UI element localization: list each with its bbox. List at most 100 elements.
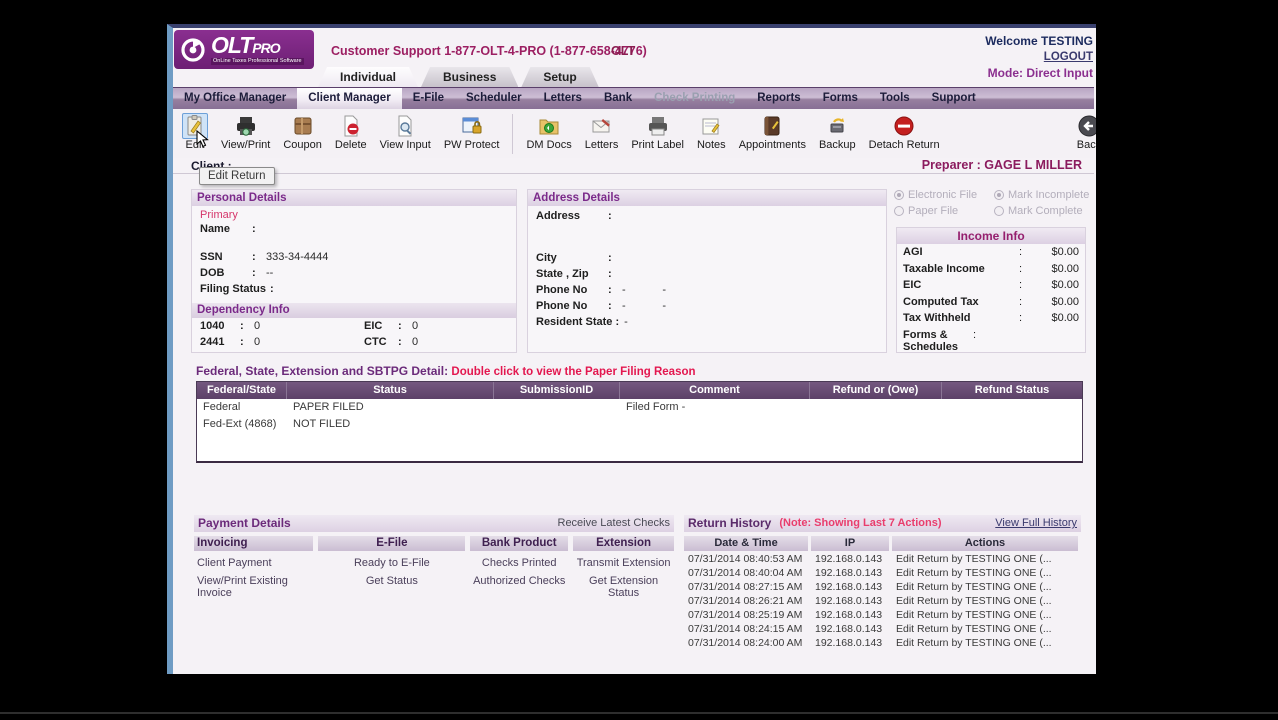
history-row[interactable]: 07/31/2014 08:40:53 AM 192.168.0.143 Edit … <box>688 553 1052 565</box>
radio-icon <box>994 190 1004 200</box>
radio-electronic-file: Electronic File <box>894 189 990 201</box>
radio-paper-file: Paper File <box>894 205 990 217</box>
print-label-icon <box>645 113 671 139</box>
toolbar-separator <box>512 114 514 154</box>
get-status-link[interactable]: Get Status <box>365 575 418 587</box>
detach-return-button[interactable]: Detach Return <box>869 113 940 151</box>
return-history-header: Return History (Note: Showing Last 7 Act… <box>684 515 1081 532</box>
toolbar-label: Letters <box>584 139 619 151</box>
tab-setup[interactable]: Setup <box>521 67 598 87</box>
personal-details-header: Personal Details <box>192 190 516 206</box>
password-lock-icon <box>459 113 485 139</box>
history-row[interactable]: 07/31/2014 08:40:04 AM 192.168.0.143 Edit … <box>688 567 1052 579</box>
return-history-note: (Note: Showing Last 7 Actions) <box>779 517 942 529</box>
notes-button[interactable]: Notes <box>697 113 726 151</box>
menu-support[interactable]: Support <box>931 92 976 104</box>
radio-icon <box>994 206 1004 216</box>
back-icon <box>1076 113 1096 139</box>
preparer-text: Preparer : GAGE L MILLER <box>921 158 1082 172</box>
history-row[interactable]: 07/31/2014 08:24:00 AM 192.168.0.143 Edit … <box>688 637 1052 649</box>
view-full-history-link[interactable]: View Full History <box>995 517 1077 529</box>
history-row[interactable]: 07/31/2014 08:26:21 AM 192.168.0.143 Edit … <box>688 595 1052 607</box>
view-input-icon <box>392 113 418 139</box>
detach-return-icon <box>891 113 917 139</box>
menu-client-manager[interactable]: Client Manager <box>297 88 402 109</box>
transmit-extension-link[interactable]: Transmit Extension <box>576 557 671 569</box>
radio-mark-incomplete: Mark Incomplete <box>994 189 1090 201</box>
authorized-checks-link[interactable]: Authorized Checks <box>473 575 566 587</box>
menu-tools[interactable]: Tools <box>879 92 910 104</box>
resident-state-row: Resident State :- <box>536 316 628 328</box>
view-input-button[interactable]: View Input <box>380 113 431 151</box>
menu-my-office-manager[interactable]: My Office Manager <box>184 92 287 104</box>
receive-latest-checks-link[interactable]: Receive Latest Checks <box>557 517 671 529</box>
appointments-button[interactable]: Appointments <box>739 113 806 151</box>
phone-row: Phone No: - - <box>536 300 666 312</box>
menu-reports[interactable]: Reports <box>757 92 801 104</box>
player-progress-line <box>0 712 1278 714</box>
forms-schedules-row: Forms & Schedules: <box>903 328 977 353</box>
toolbar-label: View Input <box>379 139 431 151</box>
customer-support-text: Customer Support 1-877-OLT-4-PRO (1-877-… <box>331 44 647 58</box>
ready-to-efile-link[interactable]: Ready to E-File <box>353 557 430 569</box>
back-button[interactable]: Back <box>1076 113 1096 151</box>
logout-link[interactable]: LOGOUT <box>1043 51 1093 63</box>
view-print-invoice-link[interactable]: View/Print Existing Invoice <box>197 575 288 599</box>
toolbar-label: DM Docs <box>526 139 572 151</box>
menu-bank[interactable]: Bank <box>603 92 633 104</box>
address-details-panel: Address Details Address: City: State , Z… <box>527 189 887 353</box>
olt-swirl-icon <box>181 37 205 62</box>
toolbar-label: Notes <box>696 139 726 151</box>
menu-letters[interactable]: Letters <box>543 92 582 104</box>
menu-forms[interactable]: Forms <box>822 92 858 104</box>
letters-button[interactable]: Letters <box>584 113 619 151</box>
filing-options: Electronic File Mark Incomplete Paper Fi… <box>894 189 1092 221</box>
address-details-header: Address Details <box>528 190 886 206</box>
tab-individual[interactable]: Individual <box>318 67 418 87</box>
logo-tagline: OnLine Taxes Professional Software <box>211 57 304 66</box>
extension-header: Extension <box>573 536 674 551</box>
agi-row: AGI: $0.00 <box>903 246 1079 259</box>
checks-printed-link[interactable]: Checks Printed <box>481 557 557 569</box>
taxable-income-row: Taxable Income: $0.00 <box>903 262 1079 275</box>
menu-check-printing: Check Printing <box>654 92 736 104</box>
appointments-book-icon <box>759 113 785 139</box>
print-label-button[interactable]: Print Label <box>631 113 684 151</box>
history-row[interactable]: 07/31/2014 08:25:19 AM 192.168.0.143 Edit … <box>688 609 1052 621</box>
mode-text: Mode: Direct Input <box>987 66 1093 80</box>
payment-details-section: Payment Details Receive Latest Checks In… <box>194 515 674 599</box>
table-row[interactable]: Fed-Ext (4868) NOT FILED <box>203 418 351 430</box>
extension-column: Extension Transmit Extension Get Extensi… <box>573 536 674 599</box>
delete-icon <box>338 113 364 139</box>
edit-return-button[interactable]: Edit <box>182 113 208 151</box>
payment-details-header: Payment Details Receive Latest Checks <box>194 515 674 532</box>
client-payment-link[interactable]: Client Payment <box>197 557 272 569</box>
invoicing-column: Invoicing Client Payment View/Print Exis… <box>194 536 314 599</box>
dm-docs-button[interactable]: DM Docs <box>526 113 572 151</box>
menu-scheduler[interactable]: Scheduler <box>466 92 522 104</box>
paper-filing-note: Double click to view the Paper Filing Re… <box>451 366 696 378</box>
history-row[interactable]: 07/31/2014 08:27:15 AM 192.168.0.143 Edit … <box>688 581 1052 593</box>
coupon-button[interactable]: Coupon <box>283 113 322 151</box>
get-extension-status-link[interactable]: Get Extension Status <box>589 575 659 599</box>
tab-business[interactable]: Business <box>421 67 518 87</box>
menu-e-file[interactable]: E-File <box>412 92 444 104</box>
table-row[interactable]: Federal PAPER FILED Filed Form - <box>203 401 686 413</box>
dm-docs-folder-icon <box>536 113 562 139</box>
state-zip-row: State , Zip: <box>536 268 612 280</box>
phone-row: Phone No: - - <box>536 284 666 296</box>
view-print-button[interactable]: View/Print <box>221 113 270 151</box>
tax-withheld-row: Tax Withheld: $0.00 <box>903 312 1079 325</box>
backup-button[interactable]: Backup <box>819 113 856 151</box>
oltpro-window: OLTPRO OnLine Taxes Professional Softwar… <box>167 24 1096 674</box>
logo-brand: OLTPRO <box>211 31 281 58</box>
main-menu: My Office Manager Client Manager E-File … <box>173 87 1094 109</box>
dependency-row: 1040:0 EIC:0 <box>200 320 419 332</box>
toolbar-label: Edit <box>185 139 205 151</box>
backup-icon <box>824 113 850 139</box>
federal-state-table[interactable]: Federal/State Status SubmissionID Commen… <box>196 381 1083 463</box>
pw-protect-button[interactable]: PW Protect <box>444 113 499 151</box>
history-row[interactable]: 07/31/2014 08:24:15 AM 192.168.0.143 Edit … <box>688 623 1052 635</box>
toolbar-label: Print Label <box>631 139 684 151</box>
delete-button[interactable]: Delete <box>335 113 367 151</box>
